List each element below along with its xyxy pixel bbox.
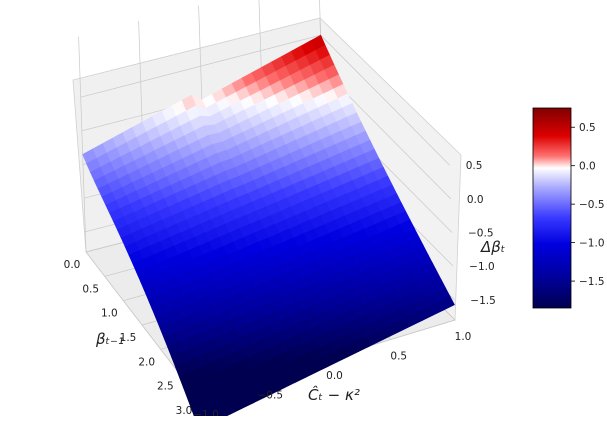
c-tick-label: 1.0 — [455, 331, 472, 343]
c-tick-label: −1.0 — [193, 409, 219, 416]
delta-beta-tick-label: 0.0 — [467, 194, 484, 206]
colorbar-tick-label: 0.0 — [579, 161, 596, 173]
beta-tick-label: 2.0 — [138, 356, 155, 368]
wall-gridline — [78, 36, 87, 253]
c-tick-label: 0.0 — [326, 370, 343, 382]
z-axis-label: Δβₜ — [480, 238, 505, 256]
colorbar-tick-label: −0.5 — [579, 199, 605, 211]
beta-tick-label: 1.0 — [101, 308, 118, 320]
beta-tick-label: 1.5 — [120, 332, 137, 344]
beta-tick-label: 0.5 — [82, 283, 99, 295]
colorbar: 0.5 0.0 −0.5 −1.0 −1.5 — [532, 107, 605, 309]
beta-axis-ticks: 0.00.5 1.01.52.0 2.5 3.0 — [64, 259, 193, 417]
delta-beta-tick-label: −0.5 — [468, 228, 494, 240]
x-axis-label: βₜ₋₁ — [95, 330, 124, 348]
colorbar-gradient — [532, 107, 572, 309]
colorbar-tick-label: 0.5 — [579, 122, 596, 134]
colorbar-ticks: 0.5 0.0 −0.5 −1.0 −1.5 — [571, 122, 605, 288]
delta-beta-tick-label: −1.0 — [469, 261, 495, 273]
beta-tick-label: 2.5 — [157, 381, 174, 393]
beta-tick-label: 3.0 — [176, 405, 193, 416]
beta-tick-label: 0.0 — [64, 259, 81, 271]
y-axis-label: Ĉₜ − κ² — [308, 385, 360, 404]
colorbar-tick-label: −1.0 — [579, 238, 605, 250]
colorbar-tick-label: −1.5 — [579, 276, 605, 288]
c-tick-label: −0.5 — [258, 390, 284, 402]
delta-beta-tick-label: −1.5 — [470, 295, 496, 307]
surface — [82, 34, 455, 421]
delta-beta-axis-ticks: −1.5 −1.0 −0.5 0.0 0.5 — [466, 160, 496, 307]
delta-beta-tick-label: 0.5 — [466, 160, 483, 172]
c-tick-label: 0.5 — [390, 351, 407, 363]
